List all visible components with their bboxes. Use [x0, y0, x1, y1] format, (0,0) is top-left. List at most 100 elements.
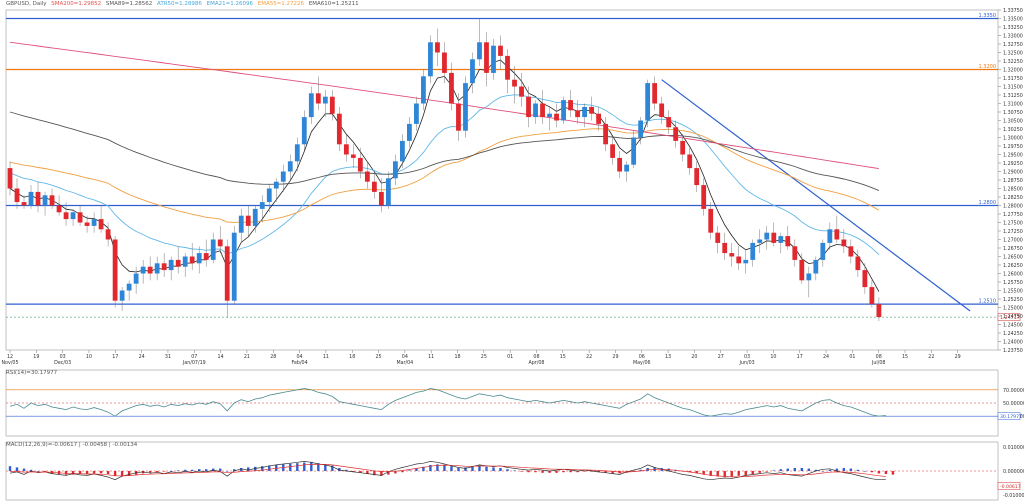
- time-tick-label: 18: [454, 354, 460, 360]
- candle-body: [498, 45, 503, 56]
- time-tick-label: 06: [639, 354, 645, 360]
- time-tick-label: 24: [139, 354, 145, 360]
- macd-histogram-bar: [800, 467, 804, 471]
- price-tick-label: 1.30000: [1003, 136, 1023, 142]
- sma200-line: [9, 41, 879, 170]
- price-tick-label: 1.26750: [1003, 246, 1023, 252]
- macd-histogram-bar: [190, 469, 194, 471]
- month-label: Dec/03: [54, 360, 71, 366]
- candle-body: [147, 266, 153, 274]
- macd-histogram-bar: [240, 467, 243, 471]
- macd-histogram-bar: [842, 467, 846, 471]
- time-tick-label: 12: [7, 354, 13, 360]
- macd-histogram-bar: [695, 471, 698, 474]
- candle-body: [568, 100, 573, 111]
- macd-histogram-bar: [583, 471, 586, 472]
- candle-body: [301, 117, 307, 145]
- candle-body: [456, 103, 461, 131]
- candle-body: [834, 229, 840, 240]
- macd-histogram-bar: [499, 467, 502, 471]
- candle-body: [652, 83, 658, 104]
- candle-body: [694, 168, 700, 186]
- time-tick-label: 22: [586, 354, 592, 360]
- candle-body: [435, 42, 440, 53]
- macd-histogram-bar: [155, 471, 159, 473]
- chart-header: GBPUSD, Daily SMA200=1.29852 SMA89=1.285…: [6, 1, 362, 7]
- candle-body: [21, 202, 27, 206]
- macd-histogram-bar: [471, 466, 474, 471]
- candle-body: [491, 45, 496, 73]
- price-tick-label: 1.32750: [1003, 42, 1023, 48]
- macd-histogram-bar: [338, 467, 341, 471]
- current-price-box: [997, 313, 1021, 321]
- candlestick-series: [7, 18, 882, 322]
- time-tick-label: 01: [507, 354, 513, 360]
- time-tick-label: 25: [375, 354, 381, 360]
- candle-body: [28, 191, 34, 206]
- rsi-level-label: 70.000000: [1003, 388, 1024, 394]
- time-tick-label: 08: [876, 354, 882, 360]
- time-tick-label: 04: [297, 354, 303, 360]
- macd-histogram-bar: [345, 469, 348, 471]
- price-tick-label: 1.23750: [1003, 348, 1023, 354]
- candle-body: [869, 287, 875, 305]
- macd-histogram-bar: [408, 470, 411, 471]
- candle-body: [463, 83, 468, 131]
- candle-body: [526, 96, 531, 118]
- macd-histogram-bar: [814, 469, 818, 471]
- candle-body: [617, 157, 623, 172]
- price-tick-label: 1.33500: [1003, 17, 1023, 23]
- horizontal-level-label: 1.2800: [979, 200, 997, 206]
- candle-body: [778, 236, 784, 243]
- macd-histogram-bar: [821, 471, 825, 472]
- macd-histogram-bar: [331, 465, 334, 471]
- time-tick-label: 04: [402, 354, 408, 360]
- macd-histogram-bar: [352, 471, 355, 472]
- macd-histogram-bar: [268, 465, 271, 471]
- horizontal-levels[interactable]: 1.3350 1.3200 1.2800 1.2510 1.24717: [6, 13, 1021, 321]
- candle-body: [280, 171, 286, 182]
- macd-histogram-bar: [737, 471, 740, 476]
- macd-histogram-bar: [373, 471, 376, 476]
- price-tick-label: 1.28500: [1003, 187, 1023, 193]
- time-tick-label: 31: [165, 354, 171, 360]
- candle-body: [799, 259, 805, 281]
- macd-histogram-bar: [758, 471, 761, 473]
- macd-histogram-bar: [387, 471, 390, 475]
- price-tick-label: 1.29750: [1003, 144, 1023, 150]
- macd-histogram-bar: [863, 471, 867, 472]
- macd-histogram-bar: [226, 471, 229, 472]
- candle-body: [421, 76, 426, 104]
- candle-body: [231, 232, 237, 301]
- candle-body: [505, 55, 510, 80]
- macd-histogram-bar: [835, 468, 839, 471]
- macd-histogram-bar: [702, 471, 705, 475]
- macd-histogram-bar: [723, 471, 726, 478]
- month-label: Apr/08: [528, 360, 544, 366]
- time-tick-label: 17: [112, 354, 118, 360]
- candle-body: [364, 171, 370, 182]
- candle-body: [385, 178, 391, 206]
- macd-histogram-bar: [92, 471, 96, 474]
- macd-histogram-bar: [127, 471, 131, 476]
- macd-label: MACD(12,26,9)=-0.00617 | -0.00458 | -0.0…: [6, 442, 138, 448]
- candle-body: [224, 246, 230, 301]
- candle-body: [77, 212, 83, 223]
- sma89-line: [9, 111, 880, 192]
- candle-body: [428, 42, 433, 77]
- candle-body: [848, 246, 854, 257]
- macd-histogram-bar: [219, 468, 222, 471]
- macd-histogram-bar: [289, 463, 292, 471]
- macd-histogram-bar: [401, 471, 404, 473]
- time-tick-label: 25: [481, 354, 487, 360]
- candle-body: [743, 259, 749, 264]
- macd-histogram-bar: [527, 471, 530, 473]
- time-tick-label: 17: [797, 354, 803, 360]
- candle-body: [589, 106, 594, 114]
- macd-histogram-bar: [506, 469, 509, 471]
- candle-body: [294, 144, 300, 162]
- macd-histogram-bar: [891, 471, 895, 475]
- main-panel: [5, 9, 999, 351]
- candle-body: [631, 137, 637, 165]
- candle-body: [140, 266, 146, 274]
